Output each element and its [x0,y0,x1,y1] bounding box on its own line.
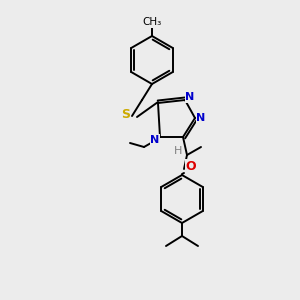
Text: N: N [185,92,195,102]
Text: O: O [186,160,196,172]
Text: CH₃: CH₃ [142,17,162,27]
Text: N: N [196,113,206,123]
Text: S: S [122,107,130,121]
Text: H: H [174,146,182,156]
Text: N: N [150,135,160,145]
